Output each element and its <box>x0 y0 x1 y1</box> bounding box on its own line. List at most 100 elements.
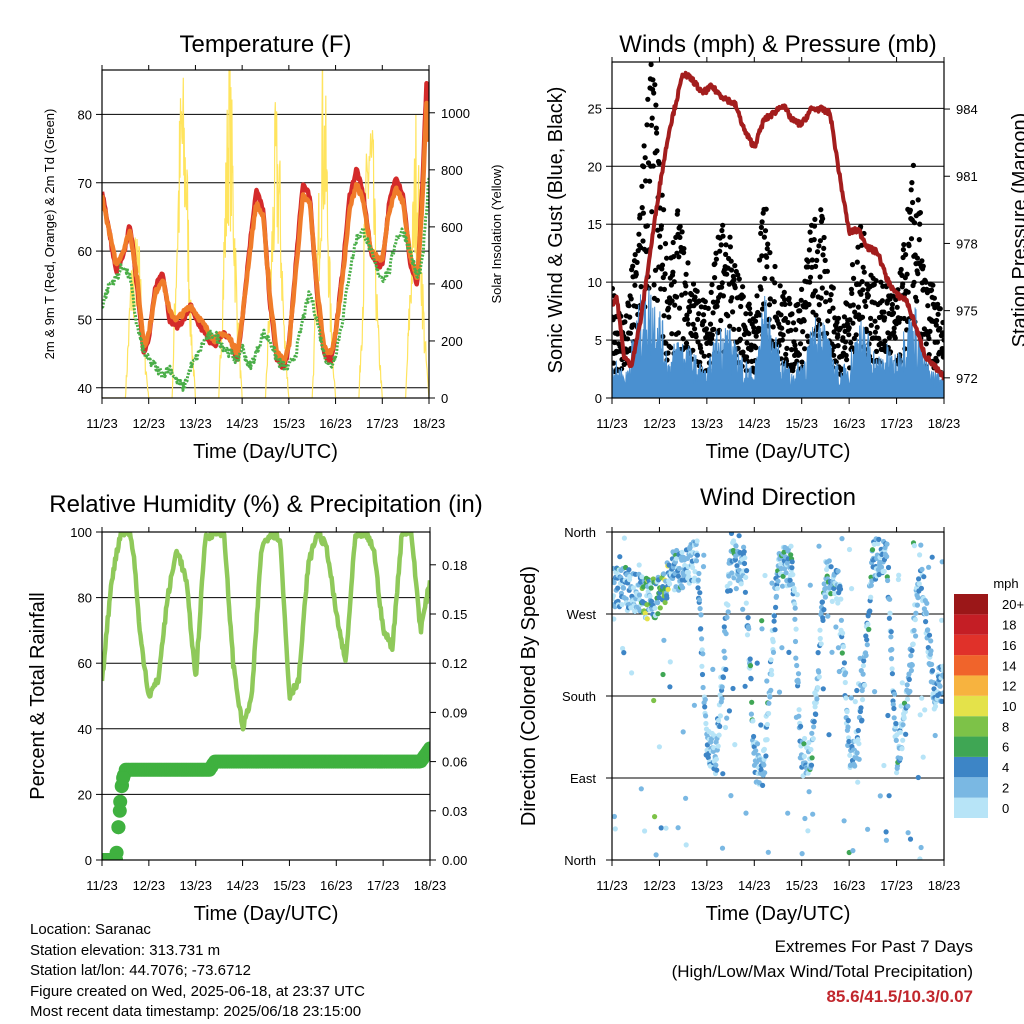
gust-point <box>914 255 921 261</box>
gust-point <box>677 234 683 240</box>
direction-point <box>939 698 944 704</box>
gust-point <box>723 251 729 257</box>
y-right-tick-label: 972 <box>956 371 978 386</box>
direction-point <box>929 661 935 668</box>
direction-point <box>796 713 802 719</box>
x-tick-label: 18/23 <box>928 878 961 893</box>
direction-point <box>866 626 872 632</box>
direction-point <box>781 549 787 555</box>
direction-point <box>675 825 681 831</box>
gust-point <box>928 287 935 293</box>
gust-point <box>647 178 653 184</box>
gust-point <box>671 254 677 260</box>
direction-point <box>788 543 794 549</box>
gust-point <box>906 243 912 249</box>
direction-point <box>890 701 896 708</box>
direction-point <box>769 671 775 678</box>
gust-point <box>861 269 867 275</box>
latlon-text: Station lat/lon: 44.7076; -73.6712 <box>30 962 252 979</box>
gust-point <box>699 349 705 355</box>
gust-point <box>650 77 656 83</box>
direction-point <box>837 586 844 592</box>
direction-point <box>831 585 837 592</box>
gust-point <box>882 338 888 344</box>
direction-point <box>664 595 670 601</box>
gust-point <box>889 301 896 308</box>
panel-3: Relative Humidity (%) & Precipitation (i… <box>27 491 483 925</box>
gust-point <box>636 231 642 237</box>
direction-point <box>788 552 794 558</box>
gust-point <box>641 143 647 149</box>
gust-point <box>817 274 823 280</box>
gust-point <box>737 336 744 342</box>
direction-point <box>721 624 727 630</box>
direction-point <box>698 626 704 632</box>
direction-point <box>621 650 627 656</box>
gust-point <box>792 342 798 348</box>
direction-point <box>847 752 853 758</box>
direction-point <box>903 731 909 737</box>
gust-point <box>772 263 778 270</box>
direction-point <box>665 586 671 592</box>
gust-point <box>631 322 637 328</box>
direction-point <box>932 732 938 739</box>
gust-point <box>666 314 672 320</box>
gust-point <box>628 296 634 302</box>
direction-point <box>647 593 653 599</box>
x-tick-label: 13/23 <box>179 416 212 431</box>
direction-point <box>722 724 729 731</box>
x-tick-label: 12/23 <box>643 878 676 893</box>
direction-point <box>931 686 937 692</box>
direction-point <box>828 591 834 597</box>
direction-point <box>878 564 885 570</box>
direction-point <box>776 689 783 695</box>
gust-point <box>730 309 736 315</box>
gust-point <box>855 304 862 310</box>
direction-point <box>746 626 752 632</box>
direction-point <box>667 684 673 690</box>
panel-title: Relative Humidity (%) & Precipitation (i… <box>49 491 482 518</box>
gust-point <box>685 321 692 327</box>
y-tick-label: 40 <box>78 722 92 737</box>
direction-point <box>876 536 882 543</box>
direction-point <box>888 656 895 662</box>
gust-point <box>652 267 659 273</box>
direction-point <box>793 655 799 661</box>
y-tick-label: 60 <box>78 244 92 259</box>
direction-point <box>772 627 778 633</box>
gust-point <box>790 320 797 326</box>
gust-point <box>850 320 856 326</box>
direction-point <box>773 593 780 599</box>
extremes-subtitle: (High/Low/Max Wind/Total Precipitation) <box>671 962 973 981</box>
gust-point <box>915 271 921 277</box>
gust-point <box>782 315 789 322</box>
direction-point <box>768 667 775 674</box>
direction-point <box>779 583 786 589</box>
gust-point <box>710 299 717 305</box>
direction-point <box>877 793 883 799</box>
direction-point <box>619 602 625 608</box>
direction-point <box>843 670 849 676</box>
x-tick-label: 15/23 <box>785 878 818 893</box>
y-tick-label: 10 <box>588 275 602 290</box>
gust-point <box>890 310 897 316</box>
gust-point <box>668 345 674 351</box>
y-right-tick-label: 984 <box>956 102 978 117</box>
direction-point <box>792 605 798 611</box>
direction-point <box>638 786 644 792</box>
y-axis-right-label: Solar Insolation (Yellow) <box>489 165 504 304</box>
panel-2: Winds (mph) & Pressure (mb) Time (Day/UTC… <box>545 31 1024 463</box>
direction-point <box>642 610 648 616</box>
direction-point <box>748 676 754 682</box>
gust-point <box>753 345 759 351</box>
gust-point <box>765 241 771 247</box>
gust-point <box>806 247 813 253</box>
direction-point <box>816 543 822 549</box>
direction-point <box>773 604 779 611</box>
y-right-tick-label: 200 <box>441 334 463 349</box>
gust-point <box>841 314 848 320</box>
direction-point <box>653 852 659 858</box>
direction-point <box>612 826 618 832</box>
gust-point <box>709 332 715 338</box>
direction-point <box>640 584 647 590</box>
